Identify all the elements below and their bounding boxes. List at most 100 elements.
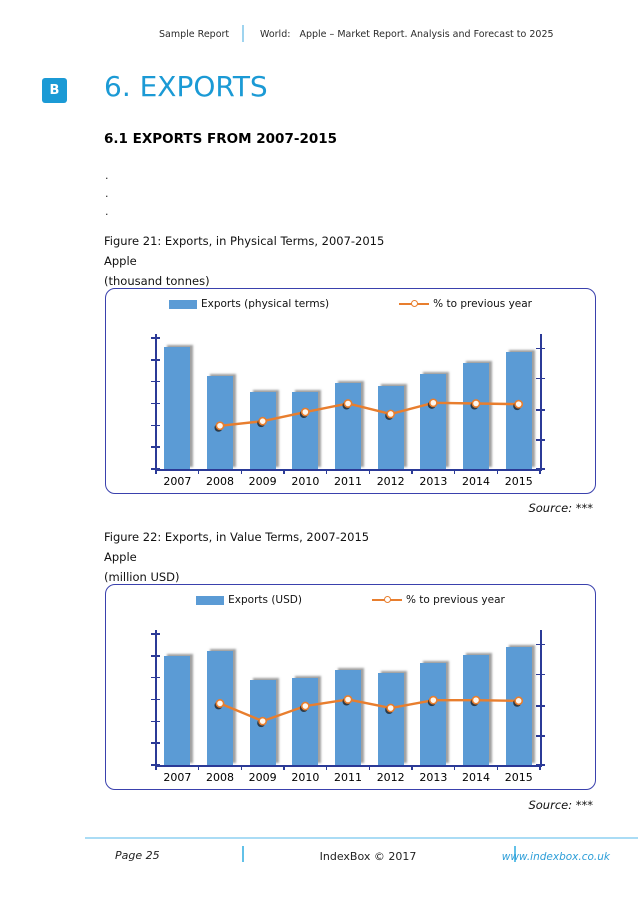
y-axis-right-tick (536, 377, 545, 380)
footer-divider (242, 846, 244, 862)
y-axis-tick (151, 424, 160, 427)
x-axis-tick (368, 469, 371, 474)
footer-divider (514, 846, 516, 862)
figure21-caption-line2: Apple (104, 254, 137, 268)
x-axis-tick (155, 765, 157, 770)
y-axis-right-tick (536, 705, 545, 707)
y-axis-tick (151, 359, 160, 361)
bar-2013 (420, 663, 447, 765)
x-axis-tick (539, 469, 541, 474)
header-sample-report: Sample Report (159, 29, 230, 40)
y-axis-right (540, 334, 542, 471)
y-axis-right-tick (536, 643, 545, 646)
bar-2012 (377, 672, 404, 765)
y-axis-tick (151, 633, 160, 635)
figure22-caption: Figure 22: Exports, in Value Terms, 2007… (104, 527, 369, 587)
legend-item-line: % to previous year (399, 298, 532, 310)
x-axis-label-2015: 2015 (504, 771, 533, 784)
figure21-caption-line1: Figure 21: Exports, in Physical Terms, 2… (104, 234, 385, 248)
x-axis-label-2008: 2008 (206, 475, 234, 488)
legend-line-label: % to previous year (433, 298, 533, 310)
x-axis-tick (240, 469, 243, 474)
header-divider (242, 25, 244, 42)
x-axis-tick (411, 765, 413, 770)
footer-website-link[interactable]: www.indexbox.co.uk (501, 851, 610, 863)
legend-item-bars: Exports (USD) (196, 594, 302, 606)
x-axis-tick (283, 765, 285, 770)
footer-page-number: Page 25 (115, 849, 160, 862)
plot-area (151, 630, 545, 770)
x-axis-tick (155, 469, 157, 474)
x-axis-tick (283, 469, 285, 474)
figure22-caption-line1: Figure 22: Exports, in Value Terms, 2007… (104, 530, 370, 544)
x-axis-tick (197, 469, 200, 474)
y-axis-right-tick (536, 735, 545, 737)
x-axis-tick (197, 765, 200, 770)
chart-legend: Exports (USD) % to previous year (106, 594, 595, 606)
y-axis-right-tick (536, 409, 545, 411)
section-heading: 6.1 EXPORTS FROM 2007-2015 (104, 131, 338, 147)
x-axis-label-2007: 2007 (163, 771, 192, 784)
x-axis-tick (453, 765, 456, 770)
line-series-swatch (371, 596, 402, 604)
source-note: Source: *** (528, 798, 593, 812)
x-axis-label-2007: 2007 (163, 475, 192, 488)
y-axis-right (540, 630, 542, 767)
x-axis-label-2009: 2009 (248, 475, 277, 488)
bar-2014 (463, 654, 489, 765)
footer-rule (85, 837, 638, 839)
chart-exports-value: Exports (USD) % to previous year 2007 200… (105, 584, 596, 790)
x-axis-label-2015: 2015 (504, 475, 533, 488)
chart-legend: Exports (physical terms) % to previous y… (106, 298, 595, 310)
header-report-title: World: Apple – Market Report. Analysis a… (260, 29, 554, 40)
x-axis (155, 469, 542, 471)
legend-bar-label: Exports (USD) (228, 594, 302, 606)
bar-2007 (164, 347, 191, 469)
x-axis-tick (325, 469, 328, 474)
x-axis-label-2012: 2012 (376, 771, 405, 784)
x-axis-label-2014: 2014 (462, 771, 491, 784)
y-axis-tick (151, 337, 160, 339)
x-axis-label-2008: 2008 (206, 771, 234, 784)
bar-2015 (505, 351, 532, 469)
source-note: Source: *** (528, 501, 593, 515)
bar-2012 (377, 386, 404, 469)
bar-2010 (292, 392, 319, 469)
line-marker-icon (411, 300, 419, 308)
bar-2011 (335, 382, 361, 469)
x-axis-label-2009: 2009 (248, 771, 277, 784)
bar-2011 (335, 670, 361, 765)
legend-line-label: % to previous year (405, 594, 505, 606)
x-axis-label-2010: 2010 (291, 771, 320, 784)
x-axis-label-2014: 2014 (462, 475, 491, 488)
y-axis-right-tick (536, 439, 545, 441)
line-marker-icon (383, 596, 391, 604)
figure22-caption-line3: (million USD) (104, 570, 180, 584)
y-axis-tick (151, 720, 160, 723)
x-axis-label-2012: 2012 (376, 475, 405, 488)
y-axis-tick (151, 655, 160, 657)
x-axis-tick (453, 469, 456, 474)
redacted-text-line: . (105, 187, 109, 200)
y-axis-left (155, 630, 157, 767)
bar-2013 (420, 374, 447, 469)
bar-2010 (292, 677, 319, 765)
x-axis-label-2011: 2011 (334, 771, 363, 784)
legend-bar-label: Exports (physical terms) (200, 298, 330, 310)
x-axis-tick (496, 469, 499, 474)
legend-item-bars: Exports (physical terms) (168, 298, 330, 310)
y-axis-tick (151, 742, 160, 744)
x-axis-labels: 2007 2008 2009 2010 2011 2012 2013 2014 2015 (156, 771, 540, 784)
bar-2014 (463, 362, 489, 469)
y-axis-left (155, 334, 157, 471)
y-axis-right-tick (536, 673, 545, 676)
x-axis (155, 765, 542, 767)
y-axis-tick (151, 402, 160, 405)
x-axis-tick (368, 765, 371, 770)
redacted-text-line: . (105, 205, 109, 218)
x-axis-tick (496, 765, 499, 770)
page-title: 6. EXPORTS (104, 70, 268, 103)
redacted-text-line: . (105, 169, 109, 182)
x-axis-label-2013: 2013 (419, 475, 448, 488)
